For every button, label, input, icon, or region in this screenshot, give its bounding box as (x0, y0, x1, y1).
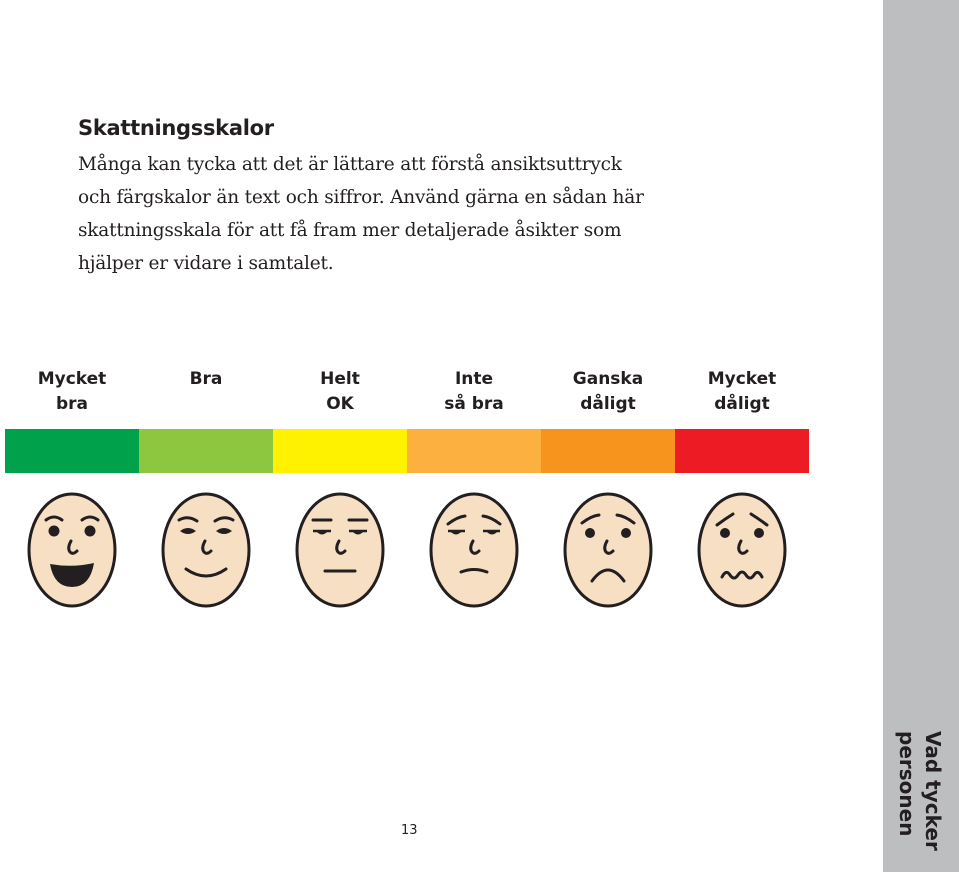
intro-line: hjälper er vidare i samtalet. (78, 253, 334, 274)
intro-paragraph: Många kan tycka att det är lättare att f… (78, 148, 718, 280)
very-sad-face-icon (697, 492, 787, 608)
side-tab-label: Vad tycker personen (895, 731, 945, 851)
scale-label: Ganska dåligt (572, 369, 644, 414)
scale-step-good: Bra (139, 367, 273, 609)
neutral-face-icon (295, 492, 385, 608)
scale-step-very-good: Mycket bra (5, 367, 139, 609)
rating-scale: Mycket bra Bra (5, 367, 809, 609)
color-swatch-orange (541, 429, 675, 473)
color-swatch-yellow (273, 429, 407, 473)
happy-face-icon (161, 492, 251, 608)
scale-label: Helt OK (320, 369, 360, 414)
intro-line: och färgskalor än text och siffror. Anvä… (78, 187, 644, 208)
scale-label: Inte så bra (444, 369, 504, 414)
intro-line: skattningsskala för att få fram mer deta… (78, 220, 622, 241)
intro-line: Många kan tycka att det är lättare att f… (78, 154, 622, 175)
scale-step-ok: Helt OK (273, 367, 407, 609)
scale-label: Bra (189, 369, 223, 389)
very-happy-face-icon (27, 492, 117, 608)
scale-step-rather-bad: Ganska dåligt (541, 367, 675, 609)
color-swatch-light-orange (407, 429, 541, 473)
sad-face-icon (563, 492, 653, 608)
scale-step-very-bad: Mycket dåligt (675, 367, 809, 609)
scale-label: Mycket bra (37, 369, 107, 414)
slightly-unhappy-face-icon (429, 492, 519, 608)
scale-label: Mycket dåligt (707, 369, 777, 414)
scale-step-not-so-good: Inte så bra (407, 367, 541, 609)
color-swatch-green (5, 429, 139, 473)
page-number: 13 (401, 823, 418, 838)
side-tab (883, 0, 959, 872)
color-swatch-red (675, 429, 809, 473)
page-heading: Skattningsskalor (78, 116, 274, 140)
color-swatch-light-green (139, 429, 273, 473)
